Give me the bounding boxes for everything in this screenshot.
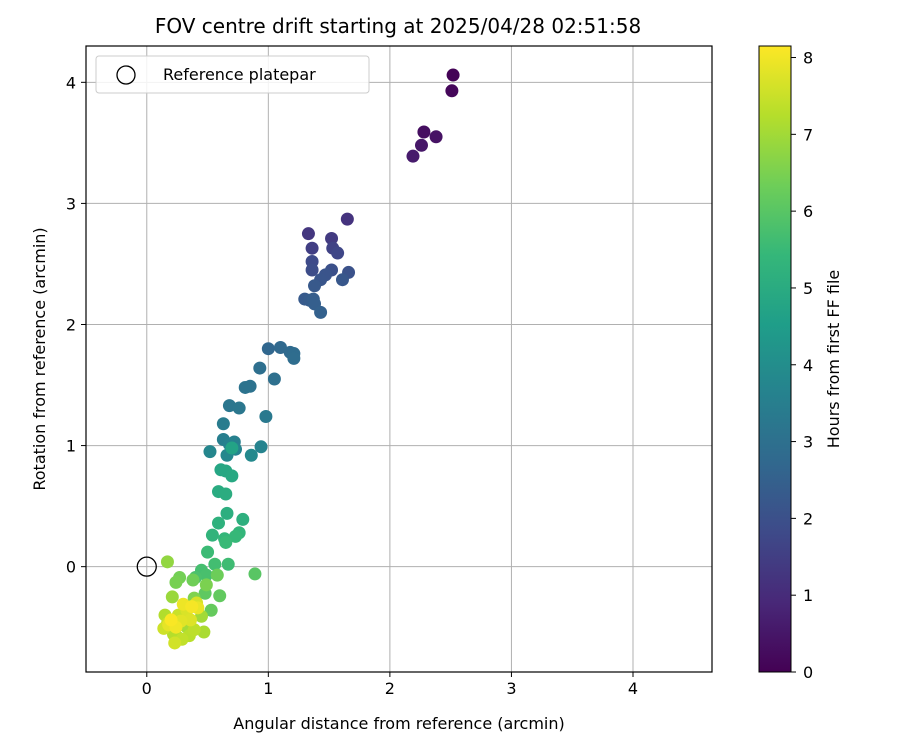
data-point	[186, 573, 200, 587]
data-point	[221, 557, 235, 571]
data-point	[165, 590, 179, 604]
colorbar-tick-label: 8	[803, 49, 813, 68]
colorbar-fill	[759, 46, 791, 672]
y-tick-label: 2	[66, 315, 76, 334]
colorbar-tick-label: 6	[803, 202, 813, 221]
x-tick-label: 1	[263, 679, 273, 698]
data-point	[445, 84, 459, 98]
data-point	[429, 130, 443, 144]
x-axis-label: Angular distance from reference (arcmin)	[233, 714, 564, 733]
x-tick-label: 3	[506, 679, 516, 698]
axis-ticks: 0 1 2 3 4 0 1 2 3 4	[66, 73, 638, 698]
data-point	[253, 361, 267, 375]
colorbar-tick-label: 3	[803, 433, 813, 452]
data-point	[308, 279, 322, 293]
reference-platepar-marker	[136, 556, 157, 577]
legend-label: Reference platepar	[163, 65, 316, 84]
colorbar-ticks: 0 1 2 3 4 5 6 7 8	[791, 49, 813, 682]
data-point	[406, 149, 420, 163]
colorbar-tick-label: 2	[803, 509, 813, 528]
data-point	[199, 568, 213, 582]
data-point	[261, 342, 275, 356]
y-tick-label: 1	[66, 437, 76, 456]
data-point	[219, 487, 233, 501]
data-point	[325, 232, 339, 246]
data-point	[417, 125, 431, 139]
data-point	[204, 603, 218, 617]
data-point	[225, 469, 239, 483]
data-point	[205, 528, 219, 542]
data-point	[164, 613, 178, 627]
data-point	[259, 410, 273, 424]
plot-frame	[85, 45, 713, 673]
y-tick-label: 3	[66, 194, 76, 213]
y-tick-label: 0	[66, 558, 76, 577]
x-tick-label: 0	[142, 679, 152, 698]
data-point	[160, 555, 174, 569]
colorbar-tick-label: 5	[803, 279, 813, 298]
data-point	[314, 305, 328, 319]
legend: Reference platepar	[95, 55, 370, 94]
data-point	[238, 380, 252, 394]
data-point	[220, 506, 234, 520]
data-point	[216, 417, 230, 431]
data-point	[244, 448, 258, 462]
x-tick-label: 4	[628, 679, 638, 698]
data-point	[446, 68, 460, 82]
data-point	[267, 372, 281, 386]
colorbar-label: Hours from first FF file	[824, 270, 843, 449]
data-point	[229, 529, 243, 543]
data-point	[273, 340, 287, 354]
data-point	[232, 401, 246, 415]
x-tick-label: 2	[385, 679, 395, 698]
data-point	[201, 545, 215, 559]
legend-box	[95, 55, 370, 94]
legend-marker-open-circle	[116, 65, 136, 85]
data-point	[335, 273, 349, 287]
data-point	[222, 399, 236, 413]
data-point	[203, 445, 217, 459]
data-point	[305, 241, 319, 255]
data-point	[219, 535, 233, 549]
grid	[86, 46, 712, 672]
y-axis-label: Rotation from reference (arcmin)	[30, 227, 49, 490]
data-point	[169, 575, 183, 589]
data-point	[199, 578, 213, 592]
colorbar-tick-label: 0	[803, 663, 813, 682]
data-point	[213, 589, 227, 603]
data-point	[225, 441, 239, 455]
colorbar-tick-label: 1	[803, 586, 813, 605]
colorbar: 0 1 2 3 4 5 6 7 8 Hours from first FF file	[758, 45, 843, 682]
data-point	[414, 138, 428, 152]
data-point	[211, 516, 225, 530]
data-points	[136, 68, 460, 650]
data-point	[197, 625, 211, 639]
data-point	[184, 613, 198, 627]
data-point	[236, 512, 250, 526]
y-tick-label: 4	[66, 73, 76, 92]
data-point	[340, 212, 354, 226]
data-point	[185, 600, 199, 614]
data-point	[331, 246, 345, 260]
data-point	[248, 567, 262, 581]
data-point	[210, 568, 224, 582]
data-point	[208, 557, 222, 571]
colorbar-frame	[758, 45, 792, 673]
colorbar-tick-label: 7	[803, 125, 813, 144]
data-point	[254, 440, 268, 454]
data-point	[305, 263, 319, 277]
chart-title: FOV centre drift starting at 2025/04/28 …	[155, 14, 641, 38]
data-point	[301, 227, 315, 241]
data-point	[287, 351, 301, 365]
data-point	[168, 636, 182, 650]
colorbar-tick-label: 4	[803, 356, 813, 375]
